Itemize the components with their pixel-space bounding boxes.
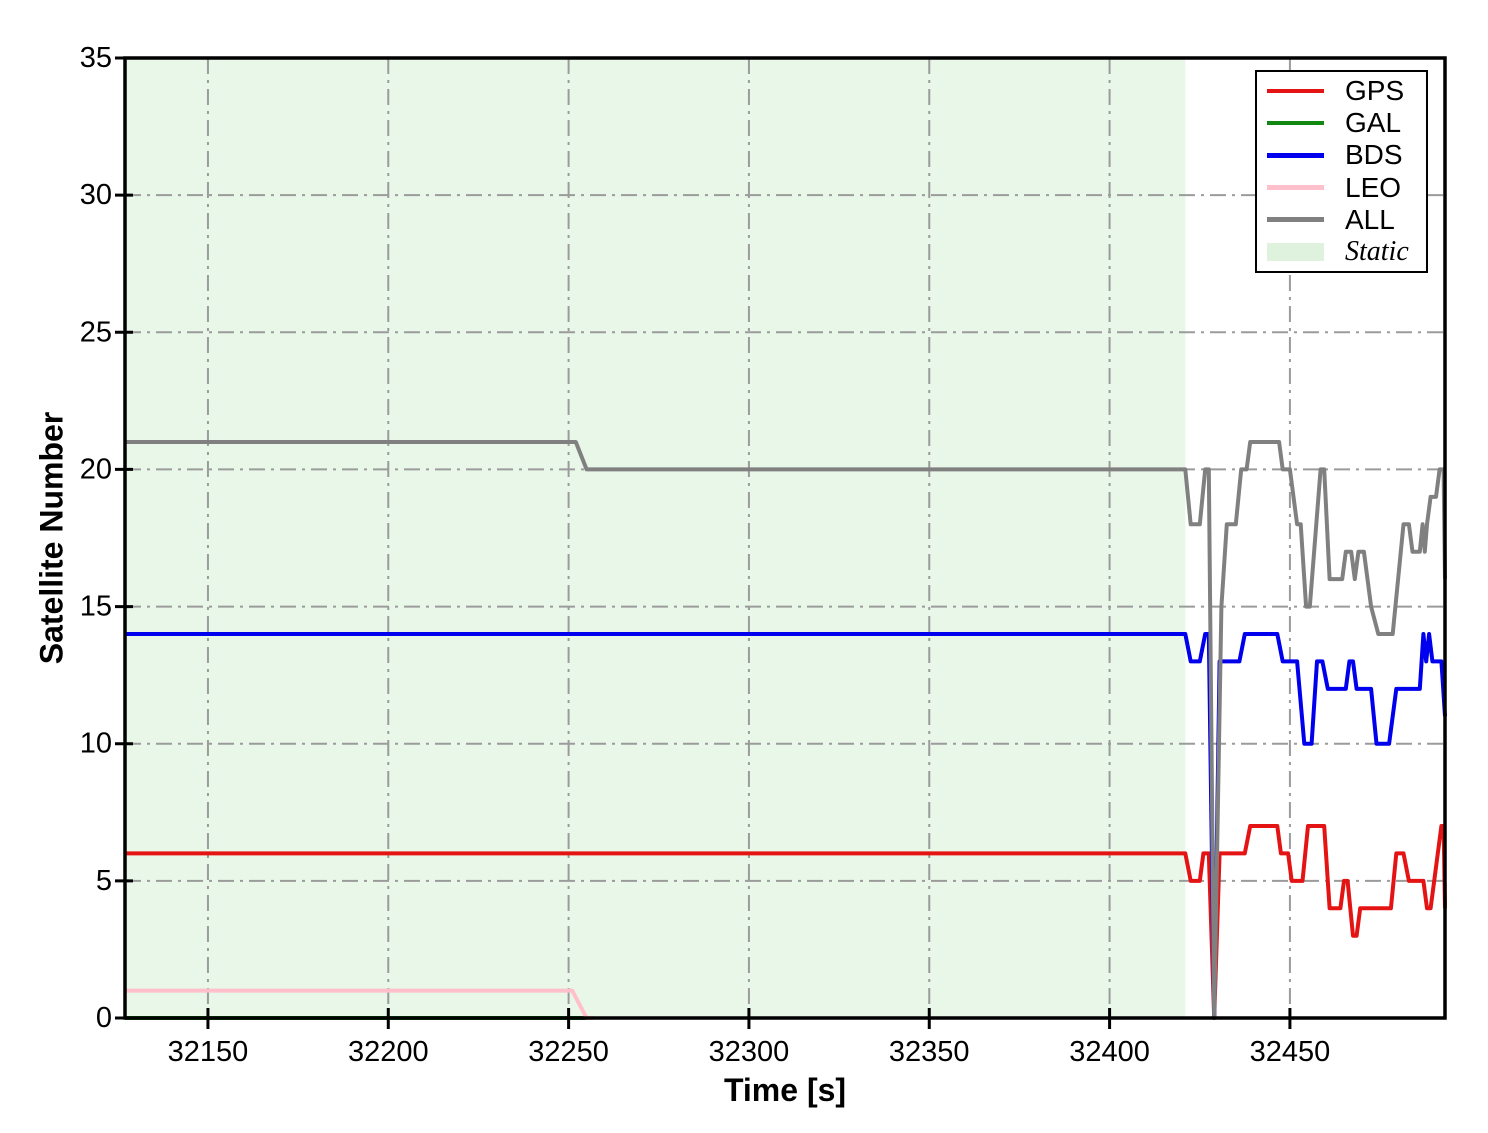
x-tick-label: 32300	[709, 1036, 790, 1068]
x-tick-label: 32450	[1250, 1036, 1331, 1068]
y-tick-label: 0	[96, 1002, 112, 1034]
series-ALL-line	[125, 440, 1447, 1020]
y-tick-label: 30	[80, 179, 112, 211]
legend-line-swatch-BDS	[1267, 153, 1324, 158]
legend-label-BDS: BDS	[1345, 139, 1403, 171]
x-tick-label: 32150	[168, 1036, 249, 1068]
legend-line-swatch-GAL	[1267, 120, 1324, 126]
legend-line-swatch-GPS	[1267, 88, 1324, 94]
plot-border	[123, 56, 1447, 1020]
x-tick-label: 32250	[528, 1036, 609, 1068]
legend: GPS GAL BDS LEO ALL Static	[1255, 70, 1428, 273]
legend-item-GAL: GAL	[1257, 108, 1426, 138]
legend-label-GAL: GAL	[1345, 107, 1402, 139]
x-tick-label: 32200	[348, 1036, 429, 1068]
legend-line-swatch-LEO	[1267, 185, 1324, 190]
y-tick-label: 35	[80, 42, 112, 74]
legend-label-LEO: LEO	[1345, 171, 1402, 203]
y-tick-label: 20	[80, 453, 112, 485]
legend-item-GPS: GPS	[1257, 76, 1426, 106]
legend-label-ALL: ALL	[1345, 203, 1395, 235]
legend-item-static: Static	[1257, 237, 1426, 267]
legend-item-LEO: LEO	[1257, 173, 1426, 203]
x-axis-title: Time [s]	[723, 1072, 847, 1108]
y-tick-label: 5	[96, 865, 112, 897]
y-axis-title: Satellite Number	[33, 411, 70, 665]
static-region	[125, 58, 1186, 1018]
x-tick-label: 32400	[1069, 1036, 1150, 1068]
legend-line-swatch-ALL	[1267, 217, 1324, 222]
legend-label-GPS: GPS	[1345, 75, 1405, 107]
legend-label-static: Static	[1345, 235, 1409, 267]
legend-item-ALL: ALL	[1257, 205, 1426, 235]
y-tick-label: 15	[80, 591, 112, 623]
legend-patch-swatch-static	[1267, 242, 1324, 261]
x-tick-label: 32350	[889, 1036, 970, 1068]
legend-item-BDS: BDS	[1257, 140, 1426, 170]
y-tick-label: 25	[80, 316, 112, 348]
y-tick-label: 10	[80, 728, 112, 760]
